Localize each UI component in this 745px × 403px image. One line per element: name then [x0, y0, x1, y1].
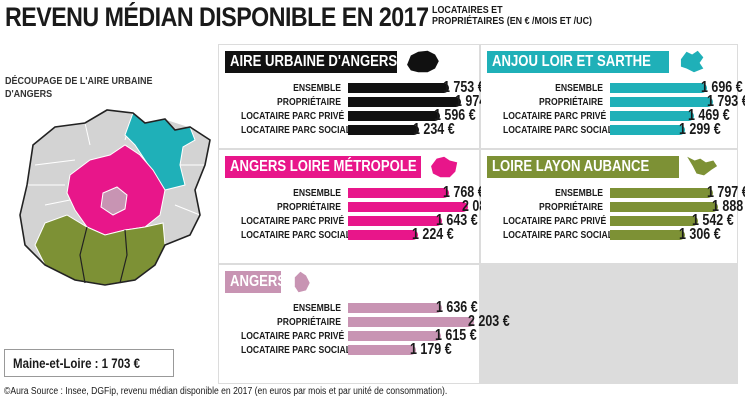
bar — [348, 345, 416, 355]
urban-area-map — [19, 109, 211, 286]
bar-label: ENSEMBLE — [293, 187, 341, 199]
bar-label: ENSEMBLE — [555, 187, 603, 199]
bar — [610, 202, 718, 212]
bar — [348, 303, 442, 313]
anjou-shape-icon — [680, 50, 704, 73]
bar-value-label: 1 643 € — [436, 212, 478, 229]
map-angers-city — [100, 186, 128, 216]
map-label: DÉCOUPAGE DE L'AIRE URBAINE D'ANGERS — [5, 76, 153, 100]
subtitle-line-2: PROPRIÉTAIRES (EN € /MOIS ET /UC) — [432, 15, 593, 27]
bar — [348, 97, 461, 107]
angers-shape-icon — [294, 271, 310, 293]
bar-label: PROPRIÉTAIRE — [277, 316, 341, 328]
bar-label: ENSEMBLE — [293, 302, 341, 314]
bar-value-label: 1 797 € — [707, 184, 745, 201]
bar — [610, 125, 685, 135]
bar-label: LOCATAIRE PARC SOCIAL — [240, 229, 351, 241]
bar-value-label: 2 203 € — [468, 313, 510, 330]
bar — [348, 216, 442, 226]
bar-value-label: 1 793 € — [707, 93, 745, 110]
panel-title: ANGERS — [225, 271, 286, 293]
bar-value-label: 1 636 € — [436, 299, 478, 316]
metropole-shape-icon — [431, 156, 458, 178]
bar-value-label: 1 888 € — [712, 198, 745, 215]
bar-value-label: 1 179 € — [410, 341, 452, 358]
page-subtitle: LOCATAIRES ET PROPRIÉTAIRES (EN € /MOIS … — [432, 5, 594, 27]
bar-label: PROPRIÉTAIRE — [539, 96, 603, 108]
bar-label: ENSEMBLE — [555, 82, 603, 94]
bar — [610, 188, 713, 198]
bar-label: PROPRIÉTAIRE — [277, 201, 341, 213]
bar-label: LOCATAIRE PARC PRIVÉ — [240, 215, 345, 227]
maine-et-loire-value: Maine-et-Loire : 1 703 € — [13, 355, 140, 371]
source-footer: ©Aura Source : Insee, DGFip, revenu médi… — [4, 386, 448, 397]
bar-label: LOCATAIRE PARC PRIVÉ — [240, 110, 345, 122]
bar-value-label: 1 234 € — [413, 121, 455, 138]
bar-label: LOCATAIRE PARC SOCIAL — [502, 229, 613, 241]
bar-value-label: 1 224 € — [412, 226, 454, 243]
panel-title: ANGERS LOIRE MÉTROPOLE — [225, 156, 421, 178]
bar — [610, 83, 707, 93]
loire-layon-shape-icon — [687, 156, 718, 176]
panel-loire-layon-aubance: LOIRE LAYON AUBANCE ENSEMBLE 1 797 € PROPRI… — [481, 150, 745, 263]
bar — [348, 125, 419, 135]
bar-value-label: 1 696 € — [701, 79, 743, 96]
maine-et-loire-box: Maine-et-Loire : 1 703 € — [4, 349, 174, 377]
bar-label: LOCATAIRE PARC SOCIAL — [502, 124, 613, 136]
bar — [610, 216, 698, 226]
bar — [348, 317, 474, 327]
bar — [348, 331, 441, 341]
bar-label: LOCATAIRE PARC PRIVÉ — [240, 330, 345, 342]
page-title: REVENU MÉDIAN DISPONIBLE EN 2017 — [5, 2, 429, 32]
bar — [348, 230, 418, 240]
bar-value-label: 1 469 € — [688, 107, 730, 124]
map-outline — [19, 109, 211, 286]
bar-value-label: 1 615 € — [435, 327, 477, 344]
bar-value-label: 1 306 € — [679, 226, 721, 243]
aire-urbaine-shape-icon — [407, 50, 439, 73]
subtitle-line-1: LOCATAIRES ET — [432, 4, 503, 16]
panel-aire-urbaine-d-angers: AIRE URBAINE D'ANGERS ENSEMBLE 1 753 € PROP… — [219, 45, 497, 148]
bar — [348, 111, 440, 121]
map-inner-borders — [79, 226, 128, 284]
bar — [610, 97, 713, 107]
bar-value-label: 1 299 € — [679, 121, 721, 138]
bar-label: LOCATAIRE PARC PRIVÉ — [502, 110, 607, 122]
bar-label: LOCATAIRE PARC SOCIAL — [240, 344, 351, 356]
bar — [610, 111, 694, 121]
panel-angers: ANGERS ENSEMBLE 1 636 € PROPRIÉTAIRE 2 203 €… — [219, 265, 510, 383]
bar-label: ENSEMBLE — [293, 82, 341, 94]
bar-value-label: 1 596 € — [434, 107, 476, 124]
bar-value-label: 1 753 € — [443, 79, 485, 96]
bar — [348, 83, 449, 93]
bar-label: LOCATAIRE PARC SOCIAL — [240, 124, 351, 136]
bar-value-label: 1 542 € — [692, 212, 734, 229]
bar-label: PROPRIÉTAIRE — [539, 201, 603, 213]
bar-value-label: 1 768 € — [443, 184, 485, 201]
bar-label: LOCATAIRE PARC PRIVÉ — [502, 215, 607, 227]
bar-label: PROPRIÉTAIRE — [277, 96, 341, 108]
bar — [348, 188, 449, 198]
panel-title: AIRE URBAINE D'ANGERS — [225, 51, 397, 73]
panel-anjou-loir-et-sarthe: ANJOU LOIR ET SARTHE ENSEMBLE 1 696 € PROPR… — [481, 45, 745, 148]
panel-angers-loire-m-tropole: ANGERS LOIRE MÉTROPOLE ENSEMBLE 1 768 € PRO… — [219, 150, 504, 263]
panel-title: LOIRE LAYON AUBANCE — [487, 156, 679, 178]
bar — [348, 202, 468, 212]
panel-title: ANJOU LOIR ET SARTHE — [487, 51, 669, 73]
bar — [610, 230, 685, 240]
